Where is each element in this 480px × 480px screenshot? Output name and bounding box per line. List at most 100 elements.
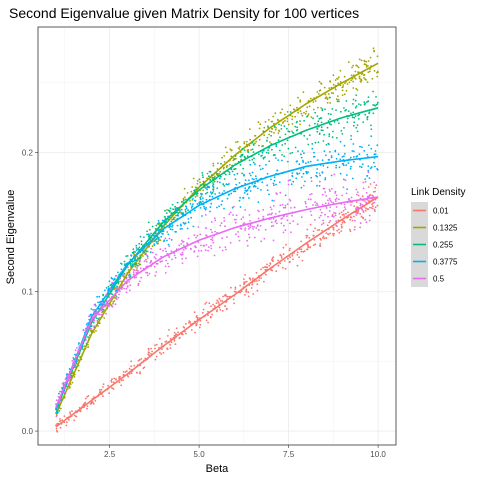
- scatter-point: [352, 103, 354, 105]
- scatter-point: [343, 155, 345, 158]
- scatter-point: [241, 172, 244, 175]
- scatter-point: [369, 206, 371, 209]
- scatter-point: [298, 256, 300, 259]
- scatter-point: [374, 153, 377, 156]
- scatter-point: [205, 214, 207, 216]
- scatter-point: [187, 209, 189, 212]
- scatter-point: [219, 224, 222, 227]
- scatter-point: [200, 250, 203, 252]
- scatter-point: [284, 133, 287, 136]
- scatter-point: [249, 128, 251, 131]
- scatter-point: [238, 182, 241, 184]
- scatter-point: [154, 347, 156, 350]
- scatter-point: [335, 194, 338, 197]
- scatter-point: [370, 147, 373, 150]
- scatter-point: [160, 344, 163, 346]
- scatter-point: [86, 342, 89, 344]
- scatter-point: [290, 183, 293, 186]
- scatter-point: [273, 126, 276, 128]
- scatter-point: [181, 333, 183, 336]
- scatter-point: [184, 198, 187, 201]
- scatter-point: [277, 132, 280, 135]
- scatter-point: [349, 218, 352, 221]
- scatter-point: [353, 215, 355, 218]
- scatter-point: [258, 279, 260, 282]
- scatter-point: [170, 220, 173, 223]
- scatter-point: [86, 396, 88, 398]
- scatter-point: [244, 229, 247, 231]
- scatter-point: [131, 251, 134, 254]
- scatter-point: [359, 222, 362, 225]
- scatter-point: [267, 214, 269, 216]
- series-line: [55, 196, 379, 428]
- scatter-point: [184, 208, 187, 211]
- scatter-point: [224, 305, 226, 307]
- scatter-point: [340, 211, 343, 214]
- scatter-point: [368, 214, 371, 217]
- scatter-point: [281, 203, 284, 206]
- scatter-point: [314, 100, 317, 102]
- scatter-point: [321, 237, 324, 239]
- y-tick-label: 0.0: [22, 427, 34, 436]
- scatter-point: [102, 310, 104, 313]
- scatter-point: [299, 120, 301, 122]
- scatter-point: [272, 205, 275, 207]
- scatter-point: [286, 127, 288, 130]
- scatter-point: [243, 149, 246, 152]
- scatter-point: [110, 288, 112, 290]
- scatter-point: [55, 427, 58, 430]
- scatter-point: [268, 160, 271, 163]
- scatter-point: [320, 129, 323, 132]
- scatter-point: [300, 156, 303, 159]
- scatter-point: [345, 164, 348, 167]
- scatter-point: [238, 199, 241, 202]
- scatter-point: [252, 143, 255, 146]
- scatter-point: [271, 120, 274, 123]
- scatter-point: [165, 220, 167, 222]
- scatter-point: [347, 162, 350, 165]
- scatter-point: [155, 253, 157, 256]
- scatter-point: [226, 151, 228, 154]
- scatter-point: [244, 156, 247, 159]
- scatter-point: [303, 250, 306, 253]
- scatter-point: [230, 168, 233, 171]
- scatter-point: [211, 239, 214, 242]
- scatter-point: [328, 210, 331, 212]
- scatter-point: [357, 194, 360, 197]
- scatter-point: [117, 296, 120, 299]
- scatter-point: [147, 233, 150, 236]
- scatter-point: [55, 415, 58, 418]
- scatter-point: [112, 288, 114, 291]
- scatter-point: [331, 108, 334, 110]
- scatter-point: [258, 229, 260, 231]
- scatter-point: [245, 280, 248, 283]
- scatter-point: [93, 311, 95, 314]
- scatter-point: [291, 115, 294, 118]
- scatter-point: [138, 263, 141, 266]
- x-tick-label: 5.0: [194, 450, 206, 459]
- scatter-point: [258, 138, 261, 141]
- scatter-point: [286, 111, 289, 113]
- scatter-point: [307, 161, 310, 164]
- scatter-point: [275, 270, 278, 273]
- scatter-point: [107, 384, 109, 387]
- scatter-point: [218, 192, 221, 194]
- scatter-point: [352, 87, 355, 89]
- scatter-point: [250, 287, 253, 289]
- scatter-point: [199, 181, 202, 184]
- scatter-point: [121, 274, 124, 277]
- scatter-point: [284, 142, 287, 145]
- scatter-point: [307, 198, 310, 201]
- scatter-point: [289, 199, 292, 202]
- scatter-point: [375, 103, 378, 106]
- scatter-point: [318, 117, 321, 120]
- scatter-point: [263, 126, 266, 129]
- scatter-point: [243, 141, 246, 143]
- scatter-point: [223, 217, 226, 219]
- scatter-point: [155, 262, 158, 265]
- scatter-point: [96, 320, 99, 322]
- scatter-point: [334, 149, 337, 152]
- scatter-point: [356, 65, 359, 67]
- scatter-point: [341, 86, 344, 89]
- scatter-point: [273, 179, 276, 182]
